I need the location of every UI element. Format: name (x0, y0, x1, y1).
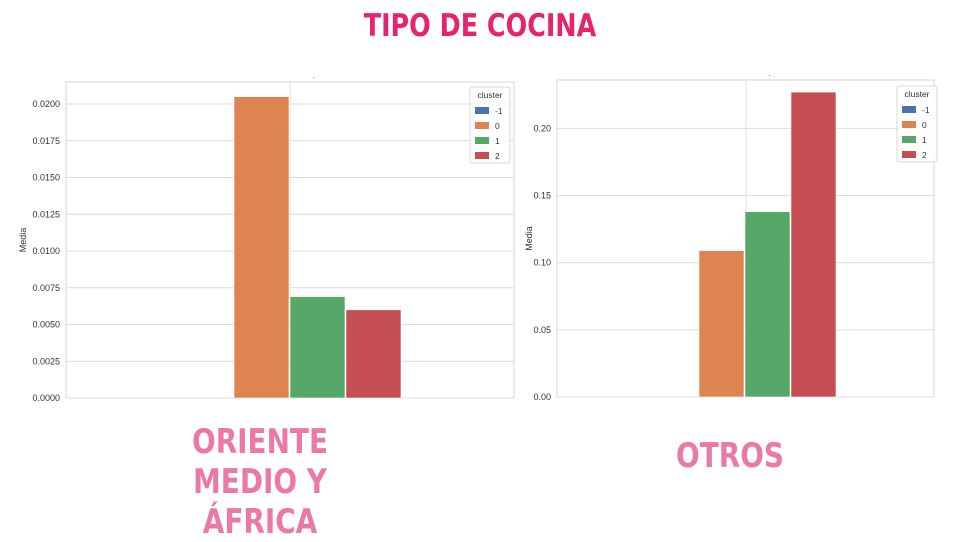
chart-left-y-tick-label: 0.0075 (32, 283, 60, 293)
chart-right-legend-title: cluster (904, 89, 929, 99)
chart-left-legend-label-0: 0 (495, 121, 500, 131)
chart-left-y-tick-label: 0.0150 (32, 173, 60, 183)
chart-left-legend-label-2: 2 (495, 151, 500, 161)
chart-left-legend-swatch-1 (475, 137, 489, 144)
chart-right-y-tick-label: 0.20 (533, 123, 551, 133)
chart-right-bar-cluster-2 (790, 91, 837, 398)
chart-left-y-tick-label: 0.0100 (32, 246, 60, 256)
chart-left-legend-label-1: 1 (495, 136, 500, 146)
chart-left-y-tick-label: 0.0025 (32, 356, 60, 366)
chart-left-top-label: . (313, 71, 315, 80)
chart-right-legend-label--1: -1 (922, 105, 930, 115)
chart-right-legend-swatch-0 (902, 121, 916, 128)
chart-right-bar-cluster-1 (744, 211, 791, 398)
chart-left-bar-cluster-1 (289, 296, 346, 399)
page-title: TIPO DE COCINA (363, 8, 597, 44)
chart-right-legend-swatch-2 (902, 151, 916, 158)
chart-left-legend-title: cluster (477, 90, 502, 100)
chart-right-top-label: . (768, 69, 770, 78)
chart-left-caption-line-2: ÁFRICA (202, 502, 318, 542)
chart-right-y-axis-label: Media (524, 226, 534, 251)
chart-right-y-tick-label: 0.15 (533, 191, 551, 201)
chart-right-caption-line-1: OTROS (676, 436, 784, 476)
chart-right-y-tick-label: 0.05 (533, 325, 551, 335)
chart-left-bar-cluster-2 (345, 309, 402, 399)
chart-left-y-tick-label: 0.0125 (32, 209, 60, 219)
chart-left-y-tick-label: 0.0175 (32, 136, 60, 146)
chart-left-y-tick-label: 0.0200 (32, 99, 60, 109)
chart-right-caption: OTROS (607, 436, 853, 476)
chart-left-y-tick-label: 0.0050 (32, 320, 60, 330)
chart-right-legend-swatch-1 (902, 136, 916, 143)
chart-left-caption-line-1: ORIENTE MEDIO Y (192, 422, 328, 502)
chart-left-y-axis-label: Media (18, 228, 28, 253)
chart-right-bar-cluster-0 (698, 250, 745, 398)
chart-left-caption: ORIENTE MEDIO Y ÁFRICA (137, 422, 383, 542)
chart-left-bar-cluster-0 (233, 96, 290, 399)
chart-left-y-tick-label: 0.0000 (32, 393, 60, 403)
chart-left-legend-swatch-2 (475, 152, 489, 159)
chart-left-legend-swatch--1 (475, 107, 489, 114)
chart-left-legend-swatch-0 (475, 122, 489, 129)
chart-right-y-tick-label: 0.00 (533, 392, 551, 402)
chart-right-legend-label-1: 1 (922, 135, 927, 145)
chart-right-y-tick-label: 0.10 (533, 258, 551, 268)
chart-right-legend-swatch--1 (902, 106, 916, 113)
chart-right-legend-label-0: 0 (922, 120, 927, 130)
chart-left-legend-label--1: -1 (495, 106, 503, 116)
chart-right-legend-label-2: 2 (922, 150, 927, 160)
